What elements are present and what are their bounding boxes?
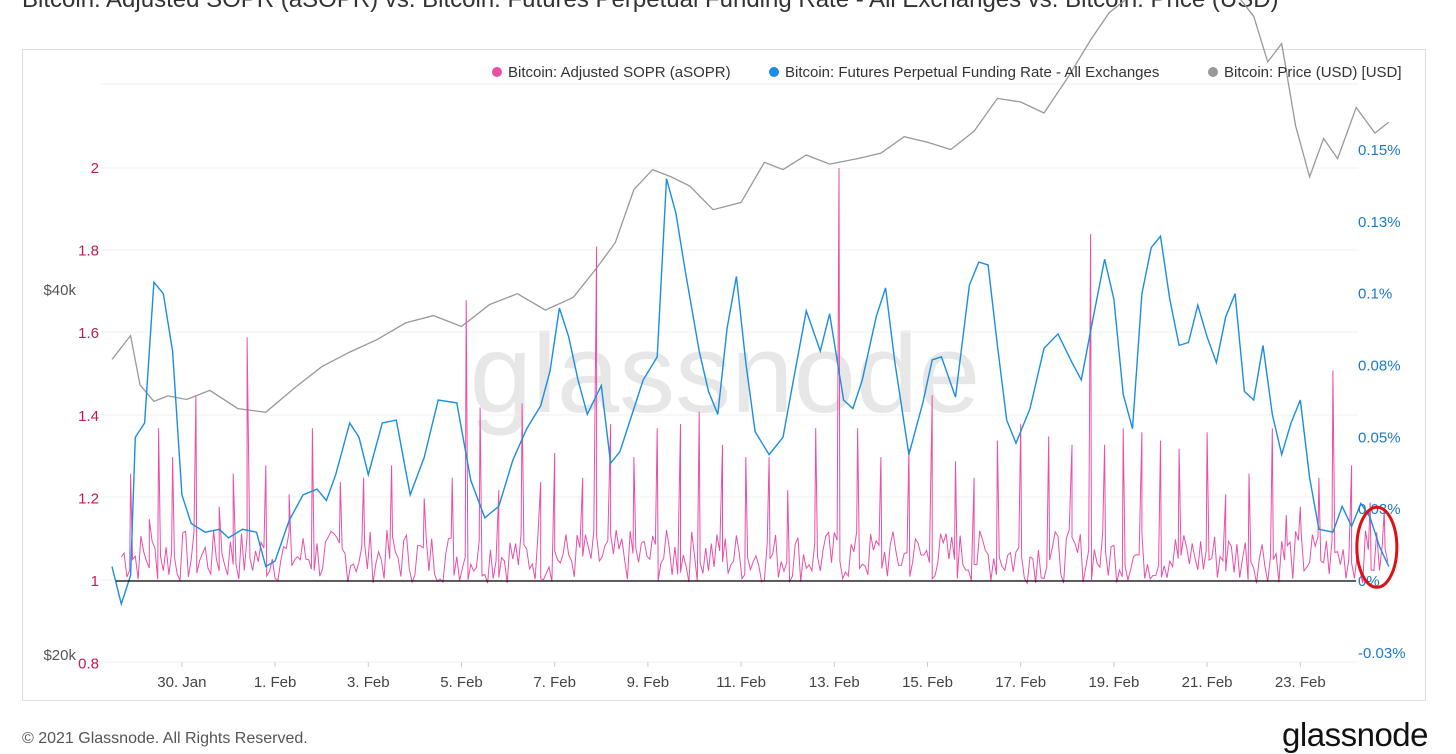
funding-tick-label: 0.05%	[1358, 429, 1401, 446]
funding-tick-label: 0.13%	[1358, 214, 1401, 231]
legend: Bitcoin: Adjusted SOPR (aSOPR) Bitcoin: F…	[492, 64, 1402, 81]
copyright: © 2021 Glassnode. All Rights Reserved.	[22, 730, 308, 747]
x-tick-label: 11. Feb	[716, 674, 766, 691]
gridlines	[100, 83, 1358, 663]
legend-label: Bitcoin: Adjusted SOPR (aSOPR)	[508, 64, 731, 81]
x-tick-label: 9. Feb	[627, 674, 670, 691]
x-tick-label: 3. Feb	[347, 674, 390, 691]
funding-tick-label: 0.1%	[1358, 286, 1392, 303]
asopr-tick-label: 2	[91, 160, 99, 177]
x-tick-label: 7. Feb	[533, 674, 576, 691]
asopr-tick-label: 0.8	[78, 656, 99, 673]
price-tick-label: $40k	[43, 282, 76, 299]
funding-tick-label: 0.03%	[1358, 501, 1401, 518]
price-series	[111, 0, 1390, 413]
funding-series	[111, 178, 1390, 607]
legend-label: Bitcoin: Price (USD) [USD]	[1224, 64, 1402, 81]
legend-marker	[1208, 67, 1218, 77]
x-tick-label: 23. Feb	[1275, 674, 1326, 691]
x-tick-label: 30. Jan	[157, 674, 206, 691]
funding-tick-label: -0.03%	[1358, 645, 1406, 662]
x-tick-label: 21. Feb	[1182, 674, 1233, 691]
x-tick-label: 17. Feb	[995, 674, 1046, 691]
asopr-tick-label: 1.2	[78, 490, 99, 507]
asopr-tick-label: 1	[91, 573, 99, 590]
asopr-tick-label: 1.8	[78, 243, 99, 260]
funding-tick-label: 0.15%	[1358, 142, 1401, 159]
annotations	[1355, 505, 1399, 589]
funding-tick-label: 0.08%	[1358, 358, 1401, 375]
asopr-series	[120, 167, 1389, 585]
chart-title: Bitcoin: Adjusted SOPR (aSOPR) vs. Bitco…	[22, 0, 1279, 14]
axes: 2 1.8 1.6 1.4 1.2 1 0.8 $40k $20k 0.15% 0.13% 0.1% 0…	[43, 142, 1405, 691]
asopr-tick-label: 1.6	[78, 325, 99, 342]
price-line	[111, 0, 1390, 413]
legend-label: Bitcoin: Futures Perpetual Funding Rate …	[785, 64, 1159, 81]
x-tick-label: 19. Feb	[1088, 674, 1139, 691]
legend-marker	[769, 67, 779, 77]
highlight-ellipse	[1355, 505, 1399, 589]
legend-marker	[492, 67, 502, 77]
x-tick-label: 15. Feb	[902, 674, 953, 691]
asopr-tick-label: 1.4	[78, 408, 99, 425]
price-tick-label: $20k	[43, 647, 76, 664]
glassnode-logo: glassnode	[1282, 716, 1428, 753]
funding-line	[111, 178, 1390, 607]
chart-frame	[22, 49, 1426, 701]
x-tick-label: 1. Feb	[254, 674, 297, 691]
x-tick-label: 13. Feb	[809, 674, 860, 691]
asopr-line	[120, 167, 1389, 585]
x-tick-label: 5. Feb	[440, 674, 483, 691]
